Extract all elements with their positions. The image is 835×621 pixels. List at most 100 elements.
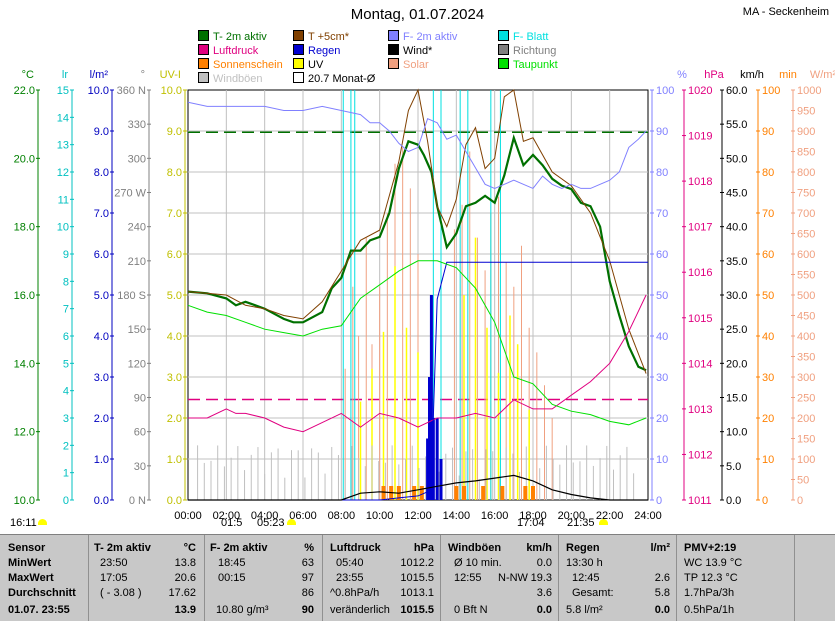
axis-tick-label-lr: 0 xyxy=(63,495,69,507)
wind-mean-value: 3.6 xyxy=(536,587,552,599)
sunset-time: 21:35 xyxy=(567,517,595,529)
axis-tick-label-uv: 5.0 xyxy=(167,290,182,302)
axis-unit-kmh: km/h xyxy=(740,69,764,81)
x-tick-label: 02:00 xyxy=(213,510,241,522)
dew-point: TP 12.3 °C xyxy=(684,572,738,584)
axis-tick-label-lr: 11 xyxy=(58,194,69,206)
rain-current-value: 0.0 xyxy=(654,604,670,616)
axis-tick-label-hpa: 1019 xyxy=(688,131,712,143)
legend-swatch xyxy=(498,44,509,55)
axis-tick-label-hpa: 1020 xyxy=(688,85,712,97)
wind-avg-value: 0.0 xyxy=(536,557,552,569)
moonrise-time: 01:5 xyxy=(221,517,243,529)
axis-tick-label-kmh: 30.0 xyxy=(726,290,747,302)
series-line xyxy=(187,260,647,426)
axis-tick-label-dir: 180 S xyxy=(117,290,146,302)
wind-chill: WC 13.9 °C xyxy=(684,557,743,569)
x-tick-label: 12:00 xyxy=(404,510,432,522)
axis-unit-temp: °C xyxy=(22,69,34,81)
axis-tick-label-rain: 5.0 xyxy=(94,290,109,302)
axis-tick-label-dir: 360 N xyxy=(117,85,146,97)
rain-bar xyxy=(431,418,435,500)
pressure-avg-value: 1013.1 xyxy=(400,587,434,599)
weather-chart: 00:00 02:00 04:00 06:00 08:00 10:00 12:00 14:00… xyxy=(14,69,835,522)
legend-label: T- 2m aktiv xyxy=(213,31,267,43)
sunshine-bar xyxy=(412,486,417,500)
pressure-trend-1h: 0.5hPa/1h xyxy=(684,604,735,616)
axis-tick-label-temp: 16.0 xyxy=(14,290,35,302)
min-label: MinWert xyxy=(8,557,52,569)
axis-tick-label-uv: 1.0 xyxy=(167,454,182,466)
axis-tick-label-wm2: 450 xyxy=(797,311,815,323)
station-name: MA - Seckenheim xyxy=(742,6,829,18)
sun-icon xyxy=(36,516,47,528)
humidity-max-value: 97 xyxy=(301,572,314,584)
axis-tick-label-dir: 270 W xyxy=(114,188,146,200)
humidity-max-time: 00:15 xyxy=(218,572,246,584)
legend: T- 2m aktiv T +5cm* F- 2m aktiv F- Blatt Luf… xyxy=(198,30,598,88)
axis-tick-label-dir: 330 xyxy=(128,119,146,131)
axis-tick-label-lr: 6 xyxy=(63,331,69,343)
axis-tick-label-kmh: 60.0 xyxy=(726,85,747,97)
axis-tick-label-uv: 0.0 xyxy=(167,495,182,507)
axis-tick-label-wm2: 0 xyxy=(797,495,803,507)
sunshine-bar xyxy=(481,486,486,500)
legend-item: F- Blatt xyxy=(498,30,548,43)
axis-tick-label-wm2: 700 xyxy=(797,208,815,220)
axis-tick-label-lr: 13 xyxy=(57,140,69,152)
rain-bar xyxy=(435,418,439,500)
axis-tick-label-dir: 120 xyxy=(128,358,146,370)
temp-avg-value: 17.62 xyxy=(168,587,196,599)
stats-temp-column: T- 2m aktiv °C 23:50 13.8 17:05 20.6 ( - 3.… xyxy=(88,535,205,621)
axis-tick-label-hum: 70 xyxy=(656,208,668,220)
current-label: 01.07. 23:55 xyxy=(8,604,70,616)
axis-tick-label-temp: 20.0 xyxy=(14,153,35,165)
temp-unit: °C xyxy=(183,542,196,554)
axis-tick-label-wm2: 750 xyxy=(797,188,815,200)
axis-tick-label-rain: 1.0 xyxy=(94,454,109,466)
wind-max-direction: N-NW xyxy=(498,572,528,584)
legend-swatch xyxy=(198,30,209,41)
legend-label: F- Blatt xyxy=(513,31,549,43)
axis-tick-label-dir: 60 xyxy=(134,427,146,439)
legend-label: Regen xyxy=(308,45,341,57)
axis-tick-label-hum: 30 xyxy=(656,372,668,384)
axis-tick-label-dir: 150 xyxy=(128,324,146,336)
temp-max-value: 20.6 xyxy=(174,572,196,584)
pressure-min-value: 1012.2 xyxy=(400,557,434,569)
moonset-time: 17:04 xyxy=(517,517,545,529)
x-tick-label: 18:00 xyxy=(519,510,547,522)
axis-tick-label-kmh: 45.0 xyxy=(726,188,747,200)
axis-tick-label-temp: 10.0 xyxy=(14,495,35,507)
axis-tick-label-min: 90 xyxy=(762,126,774,138)
axis-tick-label-wm2: 650 xyxy=(797,229,815,241)
axis-tick-label-lr: 8 xyxy=(63,276,69,288)
humidity-min-time: 18:45 xyxy=(218,557,246,569)
axis-tick-label-uv: 10.0 xyxy=(161,85,182,97)
max-label: MaxWert xyxy=(8,572,54,584)
legend-label: Wind* xyxy=(403,45,433,57)
sunshine-bar xyxy=(381,486,386,500)
axis-tick-label-uv: 8.0 xyxy=(167,167,182,179)
axis-tick-label-hpa: 1018 xyxy=(688,176,712,188)
axis-tick-label-kmh: 5.0 xyxy=(726,461,741,473)
pressure-current-value: 1015.5 xyxy=(400,604,434,616)
humidity-min-value: 63 xyxy=(301,557,314,569)
stats-pressure-column: Luftdruck hPa 05:40 1012.2 23:55 1015.5 ^0.… xyxy=(322,535,441,621)
axis-tick-label-uv: 2.0 xyxy=(167,413,182,425)
rain-unit: l/m² xyxy=(650,542,670,554)
sunshine-bar xyxy=(500,486,505,500)
axis-tick-label-wm2: 400 xyxy=(797,331,815,343)
axis-tick-label-hpa: 1014 xyxy=(688,358,712,370)
axis-tick-label-uv: 9.0 xyxy=(167,126,182,138)
legend-swatch xyxy=(293,30,304,41)
axis-tick-label-wm2: 300 xyxy=(797,372,815,384)
legend-item: Luftdruck xyxy=(198,44,258,57)
axis-tick-label-kmh: 15.0 xyxy=(726,393,747,405)
pressure-forecast: veränderlich xyxy=(330,604,390,616)
axis-tick-label-temp: 22.0 xyxy=(14,85,35,97)
axis-tick-label-min: 0 xyxy=(762,495,768,507)
axis-tick-label-wm2: 350 xyxy=(797,352,815,364)
axis-tick-label-hum: 50 xyxy=(656,290,668,302)
axis-tick-label-hpa: 1012 xyxy=(688,449,712,461)
